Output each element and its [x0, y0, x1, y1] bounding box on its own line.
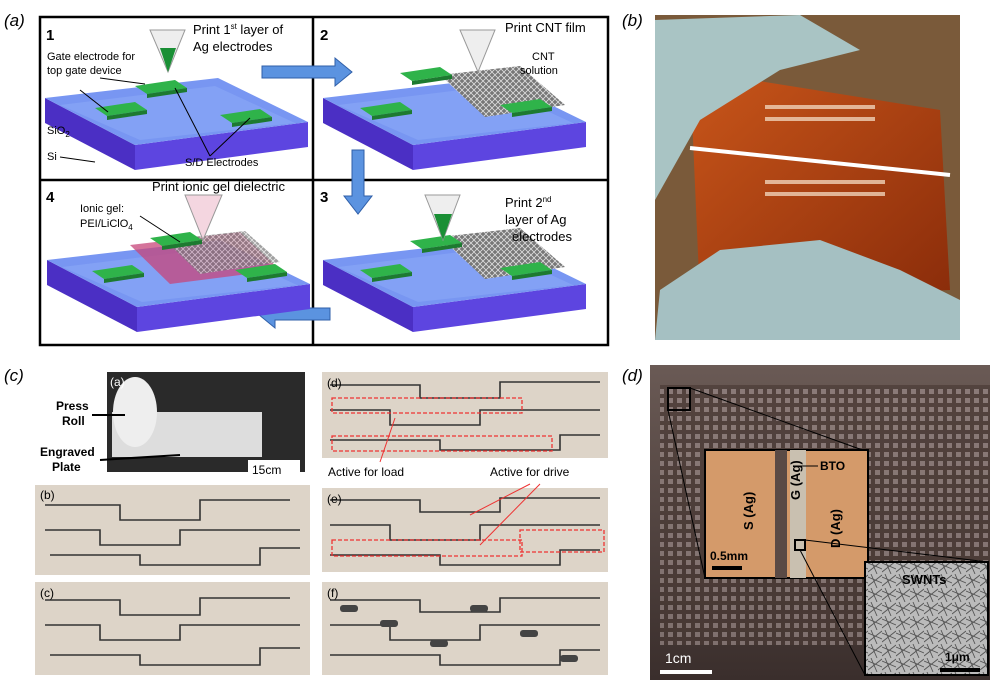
rect — [520, 630, 538, 637]
rect — [560, 655, 578, 662]
page: {"panel_a": {"label": "(a)", "step1": {"… — [0, 0, 992, 683]
annotation: Press — [56, 399, 89, 413]
rect — [765, 180, 885, 184]
step-title: Ag electrodes — [193, 39, 273, 54]
scale-label: 15cm — [252, 463, 281, 477]
step-title: Print ionic gel dielectric — [152, 179, 285, 194]
step-title: Print CNT film — [505, 20, 586, 35]
sub-label: (a) — [110, 375, 125, 389]
panel-label: (a) — [4, 11, 25, 30]
annotation: Active for drive — [490, 465, 570, 479]
subscript: 2 — [65, 130, 70, 139]
panel-label: (c) — [4, 366, 24, 385]
scale-label: 1μm — [945, 650, 970, 664]
step-number: 4 — [46, 189, 55, 206]
subscript: 4 — [128, 223, 133, 232]
text: PEI/LiClO — [80, 218, 129, 230]
text: SiO — [47, 125, 66, 137]
scale-label: 1cm — [665, 650, 691, 666]
text: layer of — [237, 22, 284, 37]
rect — [340, 605, 358, 612]
scale-bar — [712, 566, 742, 570]
scale-label: 0.5mm — [710, 549, 748, 563]
gate-gap — [775, 450, 787, 578]
sub-label: (b) — [40, 488, 55, 502]
rect — [380, 620, 398, 627]
rect — [35, 582, 310, 675]
annotation: G (Ag) — [788, 460, 803, 500]
step-number: 3 — [320, 189, 328, 206]
rect — [765, 105, 875, 109]
annotation: Engraved — [40, 445, 95, 459]
sub-label: (f) — [327, 586, 338, 600]
step-number: 2 — [320, 27, 328, 44]
annotation: BTO — [820, 459, 845, 473]
scale-bar — [940, 668, 980, 672]
step-title: electrodes — [512, 229, 572, 244]
annotation: solution — [520, 65, 558, 77]
rect — [430, 640, 448, 647]
annotation: Active for load — [328, 465, 404, 479]
text: Print 1 — [193, 22, 231, 37]
annotation: D (Ag) — [828, 509, 843, 548]
annotation: Si — [47, 151, 57, 163]
rect — [765, 117, 875, 121]
annotation: Gate electrode for — [47, 51, 135, 63]
annotation: SWNTs — [902, 572, 947, 587]
annotation: PEI/LiClO4 — [80, 218, 133, 232]
rect — [470, 605, 488, 612]
figure: (a) (b) (c) (d) 1 Print 1st layer of Ag … — [0, 0, 992, 683]
step-title: layer of Ag — [505, 212, 566, 227]
superscript: nd — [543, 195, 552, 204]
annotation: S (Ag) — [741, 492, 756, 530]
sub-label: (e) — [327, 492, 342, 506]
annotation: S/D Electrodes — [185, 157, 259, 169]
annotation: Roll — [62, 414, 85, 428]
panel-label: (b) — [622, 11, 643, 30]
sub-label: (d) — [327, 376, 342, 390]
annotation: Plate — [52, 460, 81, 474]
scale-bar — [660, 670, 712, 674]
panel-label: (d) — [622, 366, 643, 385]
panel-b — [655, 15, 960, 340]
step-number: 1 — [46, 27, 54, 44]
panel-d: BTO S (Ag) G (Ag) D (Ag) 0.5mm SWNTs 1μm… — [650, 365, 990, 680]
annotation: Ionic gel: — [80, 203, 124, 215]
panel-c: 15cm (a) Press Roll Engraved Plate ( — [35, 372, 608, 675]
text: Print 2 — [505, 195, 543, 210]
annotation: CNT — [532, 51, 555, 63]
panel-a: 1 Print 1st layer of Ag electrodes Gate … — [40, 17, 608, 345]
annotation: top gate device — [47, 65, 122, 77]
rect — [765, 192, 885, 196]
sub-label: (c) — [40, 586, 54, 600]
step-title: Print 1st layer of — [193, 22, 283, 37]
